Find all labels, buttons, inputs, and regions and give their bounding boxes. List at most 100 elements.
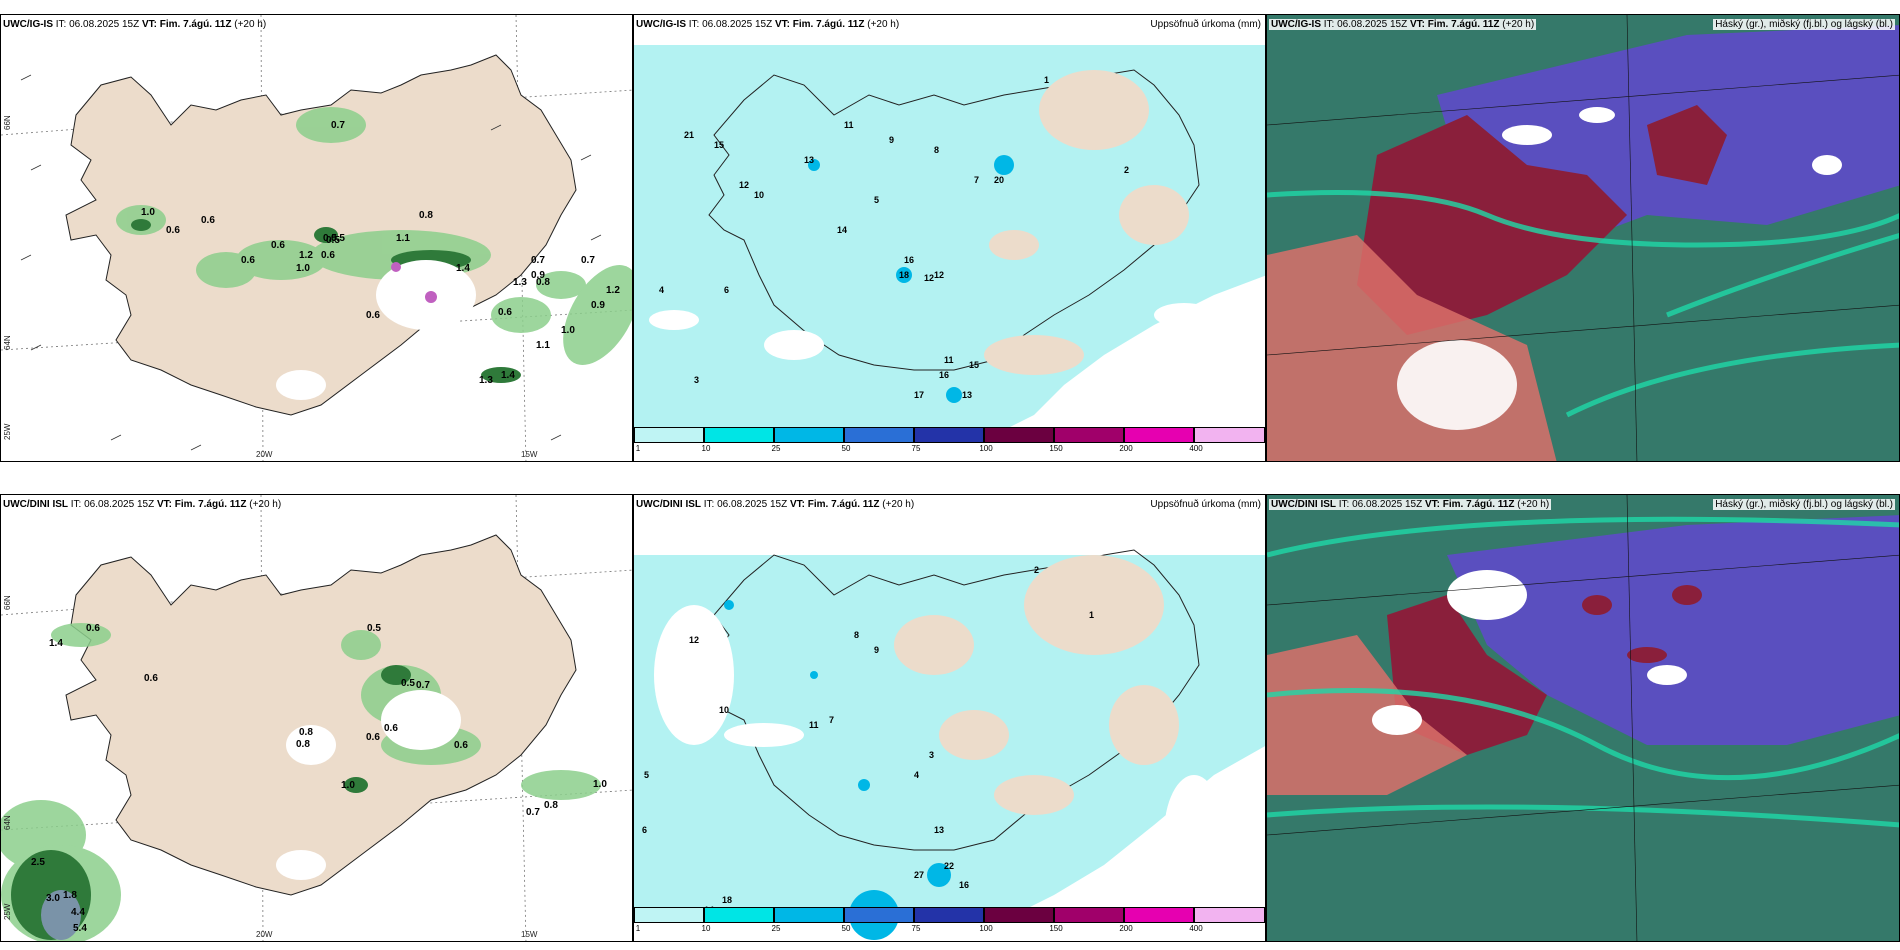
it-value: 06.08.2025 15Z [84, 499, 155, 510]
precip-value: 3 [694, 375, 700, 385]
wind-label: 1.2 [606, 285, 620, 296]
wind-label: 0.6 [384, 723, 398, 734]
wind-label: 0.6 [321, 250, 335, 261]
precip-value: 2 [1124, 165, 1130, 175]
cloud-title: Háský (gr.), miðský (fj.bl.) og lágský (… [1713, 499, 1895, 510]
precip-panel-top: UWC/IG-IS IT: 06.08.2025 15Z VT: Fim. 7.… [633, 14, 1266, 462]
precip-value: 13 [804, 155, 815, 165]
precip-panel-bottom: UWC/DINI ISL IT: 06.08.2025 15Z VT: Fim.… [633, 494, 1266, 942]
precip-value: 16 [939, 370, 950, 380]
lat-label-64n: 64N [3, 815, 12, 830]
wind-label: 0.6 [366, 310, 380, 321]
colorbar-tick: 100 [979, 924, 993, 933]
precip-value: 8 [934, 145, 940, 155]
precip-value: 3 [929, 750, 935, 760]
colorbar-tick: 400 [1189, 924, 1203, 933]
colorbar-swatch [1054, 427, 1124, 443]
colorbar-swatch [704, 907, 774, 923]
lon-label-20w: 20W [256, 930, 273, 939]
wind-label: 1.1 [396, 233, 410, 244]
precip-value: 10 [719, 705, 730, 715]
colorbar-tick: 150 [1049, 444, 1063, 453]
colorbar-swatch [844, 427, 914, 443]
precip-value: 13 [934, 825, 945, 835]
precip-value: 10 [754, 190, 765, 200]
wind-label: 0.8 [536, 277, 550, 288]
wind-label: 0.8 [419, 210, 433, 221]
wind-label: 0.5 [331, 233, 345, 244]
colorbar-tick: 100 [979, 444, 993, 453]
vt-value: Fim. 7.ágú. 11Z [174, 499, 247, 510]
wind-label: 0.6 [366, 732, 380, 743]
precip-value: 27 [914, 870, 925, 880]
colorbar-tick: 25 [771, 924, 781, 933]
precip-title: Uppsöfnuð úrkoma (mm) [1150, 19, 1261, 30]
lead-time: (+20 h) [234, 19, 267, 30]
wind-label: 4.4 [71, 907, 85, 918]
precip-value: 1 [1044, 75, 1050, 85]
lon-label-20w: 20W [256, 450, 273, 459]
lat-label-64n: 64N [3, 335, 12, 350]
wind-label: 0.9 [591, 300, 605, 311]
wind-label: 0.6 [271, 240, 285, 251]
it-prefix: IT: [703, 499, 718, 510]
wind-label: 0.5 [367, 623, 381, 634]
wind-label: 0.8 [544, 800, 558, 811]
wind-label: 0.7 [526, 807, 540, 818]
colorbar-tick: 25 [771, 444, 781, 453]
wind-label: 1.0 [341, 780, 355, 791]
it-value: 06.08.2025 15Z [69, 19, 140, 30]
wind-label: 0.7 [581, 255, 595, 266]
wind-label: 1.4 [49, 638, 63, 649]
lat-label-66n: 66N [3, 595, 12, 610]
it-prefix: IT: [688, 19, 703, 30]
precip-value: 5 [874, 195, 880, 205]
vt-label: VT: [774, 19, 790, 30]
precip-value: 15 [969, 360, 980, 370]
lon-label-15w: 15W [521, 450, 538, 459]
wind-label: 0.6 [498, 307, 512, 318]
colorbar-swatch [984, 907, 1054, 923]
colorbar-tick: 75 [911, 444, 921, 453]
cloud-title: Háský (gr.), miðský (fj.bl.) og lágský (… [1713, 19, 1895, 30]
precip-value: 12 [924, 273, 935, 283]
precip-value: 12 [934, 270, 945, 280]
model-name: UWC/IG-IS [3, 19, 53, 30]
wind-label: 0.6 [166, 225, 180, 236]
vt-label: VT: [1424, 499, 1440, 510]
colorbar-tick: 1 [635, 924, 641, 933]
model-name: UWC/DINI ISL [1271, 499, 1336, 510]
precip-value: 7 [974, 175, 980, 185]
wind-label: 0.9 [531, 270, 545, 281]
precip-value: 11 [844, 120, 854, 130]
cloud-map-top [1267, 15, 1899, 461]
precip-value: 4 [914, 770, 920, 780]
model-name: UWC/DINI ISL [3, 499, 68, 510]
colorbar-swatch [1124, 907, 1194, 923]
precip-title: Uppsöfnuð úrkoma (mm) [1150, 499, 1261, 510]
wind-label: 0.7 [331, 120, 345, 131]
colorbar-tick: 50 [841, 924, 851, 933]
colorbar-tick: 10 [701, 924, 711, 933]
wind-label: 0.8 [299, 727, 313, 738]
wind-label: 1.4 [456, 263, 470, 274]
colorbar-swatch [844, 907, 914, 923]
wind-map-top [1, 15, 632, 461]
precip-value: 14 [837, 225, 848, 235]
it-value: 06.08.2025 15Z [1352, 499, 1423, 510]
panel-header: UWC/IG-IS IT: 06.08.2025 15Z VT: Fim. 7.… [3, 19, 266, 30]
vt-value: Fim. 7.ágú. 11Z [792, 19, 865, 30]
vt-label: VT: [141, 19, 157, 30]
colorbar-swatch [984, 427, 1054, 443]
precip-value: 6 [642, 825, 648, 835]
colorbar-swatch [704, 427, 774, 443]
panel-header: UWC/DINI ISL IT: 06.08.2025 15Z VT: Fim.… [1269, 499, 1552, 510]
lon-label-15w: 15W [521, 930, 538, 939]
precip-value: 13 [962, 390, 973, 400]
lead-time: (+20 h) [1517, 499, 1550, 510]
lead-time: (+20 h) [867, 19, 900, 30]
colorbar-swatch [774, 427, 844, 443]
wind-label: 1.0 [296, 263, 310, 274]
precip-value: 16 [904, 255, 915, 265]
precip-value: 12 [739, 180, 750, 190]
